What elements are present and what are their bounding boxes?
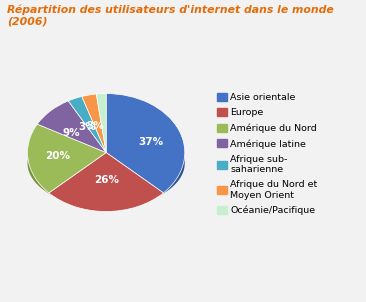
Polygon shape [49, 183, 164, 207]
Wedge shape [96, 94, 106, 153]
Wedge shape [37, 101, 106, 153]
Text: Répartition des utilisateurs d'internet dans le monde (2006): Répartition des utilisateurs d'internet … [7, 5, 334, 27]
Text: 26%: 26% [94, 175, 119, 185]
Polygon shape [164, 148, 185, 194]
Polygon shape [27, 147, 49, 194]
Text: 3%: 3% [87, 121, 104, 131]
Wedge shape [82, 94, 106, 153]
Wedge shape [68, 96, 106, 153]
Wedge shape [49, 153, 164, 211]
Text: 20%: 20% [45, 151, 70, 161]
Wedge shape [27, 124, 106, 193]
Wedge shape [106, 94, 185, 193]
Text: 9%: 9% [63, 128, 81, 138]
Text: 3%: 3% [78, 122, 96, 132]
Legend: Asie orientale, Europe, Amérique du Nord, Amérique latine, Afrique sub-
saharien: Asie orientale, Europe, Amérique du Nord… [213, 89, 321, 219]
Text: 37%: 37% [138, 137, 164, 147]
